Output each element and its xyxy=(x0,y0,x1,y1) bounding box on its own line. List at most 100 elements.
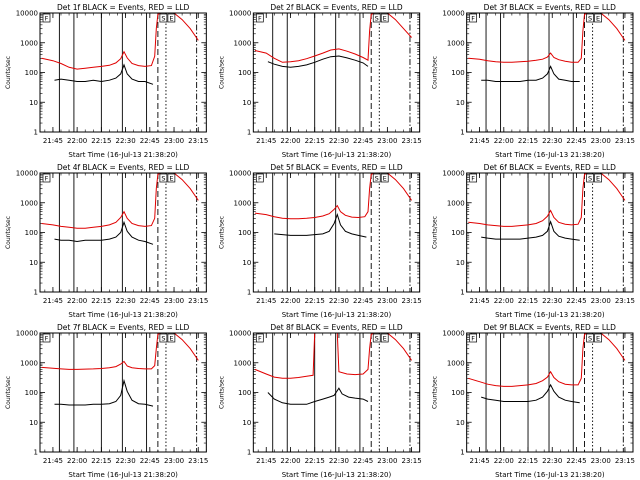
x-tick-label: 22:15 xyxy=(305,297,325,305)
x-axis-label: Start Time (16-Jul-13 21:38:20) xyxy=(68,151,178,159)
series-red-line xyxy=(41,13,199,70)
flag-label: F xyxy=(258,15,262,23)
flag-label: S xyxy=(375,335,379,343)
series-black-line xyxy=(54,63,154,85)
series-black-line xyxy=(481,65,580,82)
x-tick-label: 21:45 xyxy=(43,297,63,305)
x-tick-label: 23:15 xyxy=(615,297,635,305)
y-axis-label: Counts/sec xyxy=(5,216,12,249)
y-tick-label: 100 xyxy=(451,69,464,77)
y-tick-label: 10000 xyxy=(442,330,464,338)
y-tick-label: 1 xyxy=(247,289,251,297)
x-tick-label: 22:00 xyxy=(280,457,300,465)
series-black-line xyxy=(267,387,369,405)
y-tick-label: 10000 xyxy=(229,170,251,178)
flag-box xyxy=(159,173,168,183)
x-tick-label: 22:45 xyxy=(566,297,586,305)
flag-label: S xyxy=(375,175,379,183)
flag-label: F xyxy=(45,335,49,343)
flag-label: S xyxy=(375,15,379,23)
x-tick-label: 22:45 xyxy=(140,137,160,145)
panel-5: Det 5f BLACK = Events, RED = LLD Counts/s… xyxy=(218,163,421,319)
flag-label: F xyxy=(471,15,475,23)
x-tick-label: 22:15 xyxy=(91,297,111,305)
flag-box xyxy=(380,333,389,343)
y-tick-label: 10 xyxy=(29,419,38,427)
series-black-line xyxy=(481,220,580,241)
y-axis-label: Counts/sec xyxy=(218,216,225,249)
y-axis-label: Counts/sec xyxy=(5,56,12,89)
x-tick-label: 22:15 xyxy=(518,297,538,305)
flag-box xyxy=(586,173,594,183)
flag-label: E xyxy=(169,15,173,23)
x-axis-label: Start Time (16-Jul-13 21:38:20) xyxy=(495,151,605,159)
panel-9: Det 9f BLACK = Events, RED = LLD Counts/s… xyxy=(432,323,635,479)
y-tick-label: 10 xyxy=(456,419,465,427)
flag-label: S xyxy=(161,335,165,343)
series-black-line xyxy=(274,213,367,238)
x-tick-label: 23:00 xyxy=(164,457,184,465)
x-tick-label: 23:15 xyxy=(615,137,635,145)
panel-6: Det 6f BLACK = Events, RED = LLD Counts/s… xyxy=(432,163,635,319)
series-red-line xyxy=(254,333,413,379)
flag-label: F xyxy=(471,335,475,343)
y-tick-label: 1 xyxy=(247,129,251,137)
x-tick-label: 23:00 xyxy=(164,137,184,145)
y-tick-label: 10000 xyxy=(16,170,38,178)
plot-frame xyxy=(39,12,207,133)
y-axis-label: Counts/sec xyxy=(218,376,225,409)
plot-frame xyxy=(39,172,207,293)
x-tick-label: 21:45 xyxy=(256,457,276,465)
flag-box xyxy=(372,173,381,183)
y-tick-label: 1000 xyxy=(234,39,252,47)
x-tick-label: 22:30 xyxy=(115,137,135,145)
series-group xyxy=(41,333,199,407)
y-tick-label: 100 xyxy=(451,389,464,397)
x-tick-label: 22:45 xyxy=(566,457,586,465)
flag-box xyxy=(42,13,51,23)
x-tick-label: 22:00 xyxy=(67,297,87,305)
y-tick-label: 1000 xyxy=(234,359,252,367)
x-tick-label: 22:45 xyxy=(140,457,160,465)
flag-label: E xyxy=(383,15,387,23)
y-tick-label: 10000 xyxy=(442,10,464,18)
flag-label: F xyxy=(258,175,262,183)
flag-label: S xyxy=(161,15,165,23)
flag-label: E xyxy=(596,15,600,23)
y-tick-label: 10000 xyxy=(16,10,38,18)
flag-box xyxy=(469,333,478,343)
series-black-line xyxy=(481,383,580,404)
y-tick-label: 10 xyxy=(242,419,251,427)
x-axis-label: Start Time (16-Jul-13 21:38:20) xyxy=(282,311,392,319)
y-tick-label: 10000 xyxy=(229,330,251,338)
y-tick-label: 1000 xyxy=(20,39,38,47)
y-tick-label: 1000 xyxy=(447,359,465,367)
series-red-line xyxy=(468,173,626,227)
x-tick-label: 23:00 xyxy=(591,457,611,465)
series-black-line xyxy=(54,220,154,245)
x-tick-label: 22:15 xyxy=(91,137,111,145)
x-tick-label: 21:45 xyxy=(256,297,276,305)
flag-box xyxy=(167,173,176,183)
y-axis-label: Counts/sec xyxy=(432,56,439,89)
x-tick-label: 22:45 xyxy=(353,457,373,465)
x-tick-label: 23:00 xyxy=(377,137,397,145)
flag-label: E xyxy=(169,335,173,343)
x-tick-label: 23:15 xyxy=(401,297,421,305)
chart-title: Det 8f BLACK = Events, RED = LLD xyxy=(270,323,403,332)
y-tick-label: 1000 xyxy=(20,359,38,367)
x-tick-label: 22:00 xyxy=(67,457,87,465)
plot-frame xyxy=(466,12,634,133)
flag-label: F xyxy=(45,15,49,23)
plot-frame xyxy=(39,332,207,453)
flag-label: E xyxy=(169,175,173,183)
y-tick-label: 1000 xyxy=(447,199,465,207)
y-tick-label: 10 xyxy=(29,259,38,267)
x-tick-label: 22:15 xyxy=(305,457,325,465)
flag-box xyxy=(380,173,389,183)
y-tick-label: 10 xyxy=(456,99,465,107)
x-tick-label: 21:45 xyxy=(43,137,63,145)
flag-box xyxy=(159,333,168,343)
x-tick-label: 22:00 xyxy=(67,137,87,145)
